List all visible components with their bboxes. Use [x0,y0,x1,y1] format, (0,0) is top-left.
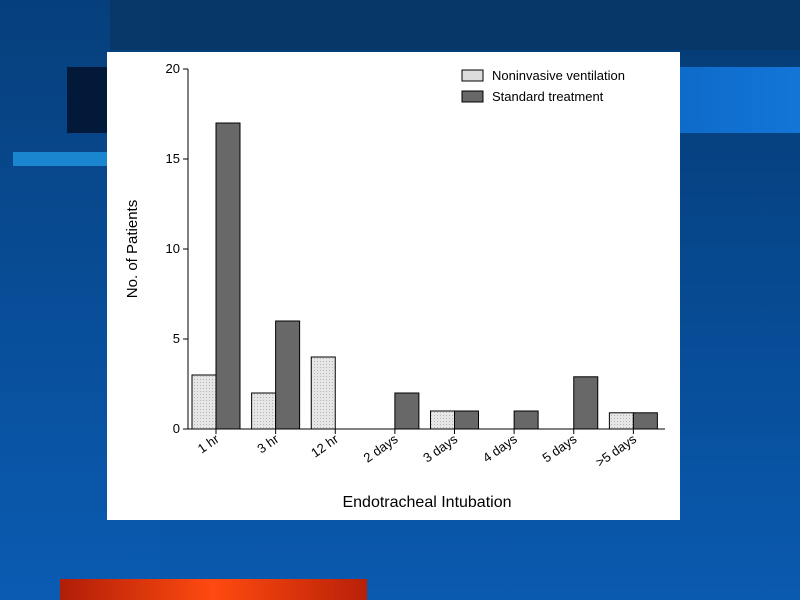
x-tick-label: >5 days [593,431,640,470]
x-tick-label: 5 days [539,431,579,466]
y-axis-ticks: 0 5 10 15 20 [166,61,188,436]
y-tick-label: 20 [166,61,180,76]
bars [191,122,658,430]
bar-noninvasive [251,392,277,430]
bar-noninvasive [608,412,634,430]
y-tick-label: 10 [166,241,180,256]
bar-noninvasive [430,410,455,430]
legend-swatch-standard [461,90,484,103]
bar-standard [513,410,539,430]
legend: Noninvasive ventilation Standard treatme… [461,68,625,104]
x-tick-label: 4 days [480,431,520,466]
legend-label-noninvasive: Noninvasive ventilation [492,68,625,83]
x-tick-label: 12 hr [308,431,341,461]
y-tick-label: 5 [173,331,180,346]
decorative-orange-bar [60,579,367,600]
x-tick-label: 2 days [361,431,401,466]
bar-standard [573,376,599,430]
chart-panel: 0 5 10 15 20 1 hr 3 hr 12 hr 2 days 3 days 4 days… [107,52,680,520]
bar-chart: 0 5 10 15 20 1 hr 3 hr 12 hr 2 days 3 days 4 days… [124,61,665,511]
x-axis-label: Endotracheal Intubation [342,494,511,511]
legend-label-standard: Standard treatment [492,89,604,104]
bar-standard [454,410,479,430]
x-axis-ticks: 1 hr 3 hr 12 hr 2 days 3 days 4 days 5 days >5 … [195,429,640,470]
x-tick-label: 3 days [420,431,460,466]
y-tick-label: 0 [173,421,180,436]
bar-noninvasive [310,356,336,430]
bar-standard [394,392,420,430]
x-tick-label: 3 hr [254,431,282,457]
x-tick-label: 1 hr [195,431,223,457]
y-tick-label: 15 [166,151,180,166]
bar-noninvasive [191,374,217,430]
legend-swatch-noninvasive [461,69,484,82]
bar-standard [215,122,241,430]
bar-standard [275,320,301,430]
bar-standard [632,412,658,430]
background-band [110,0,800,50]
y-axis-label: No. of Patients [124,200,141,298]
